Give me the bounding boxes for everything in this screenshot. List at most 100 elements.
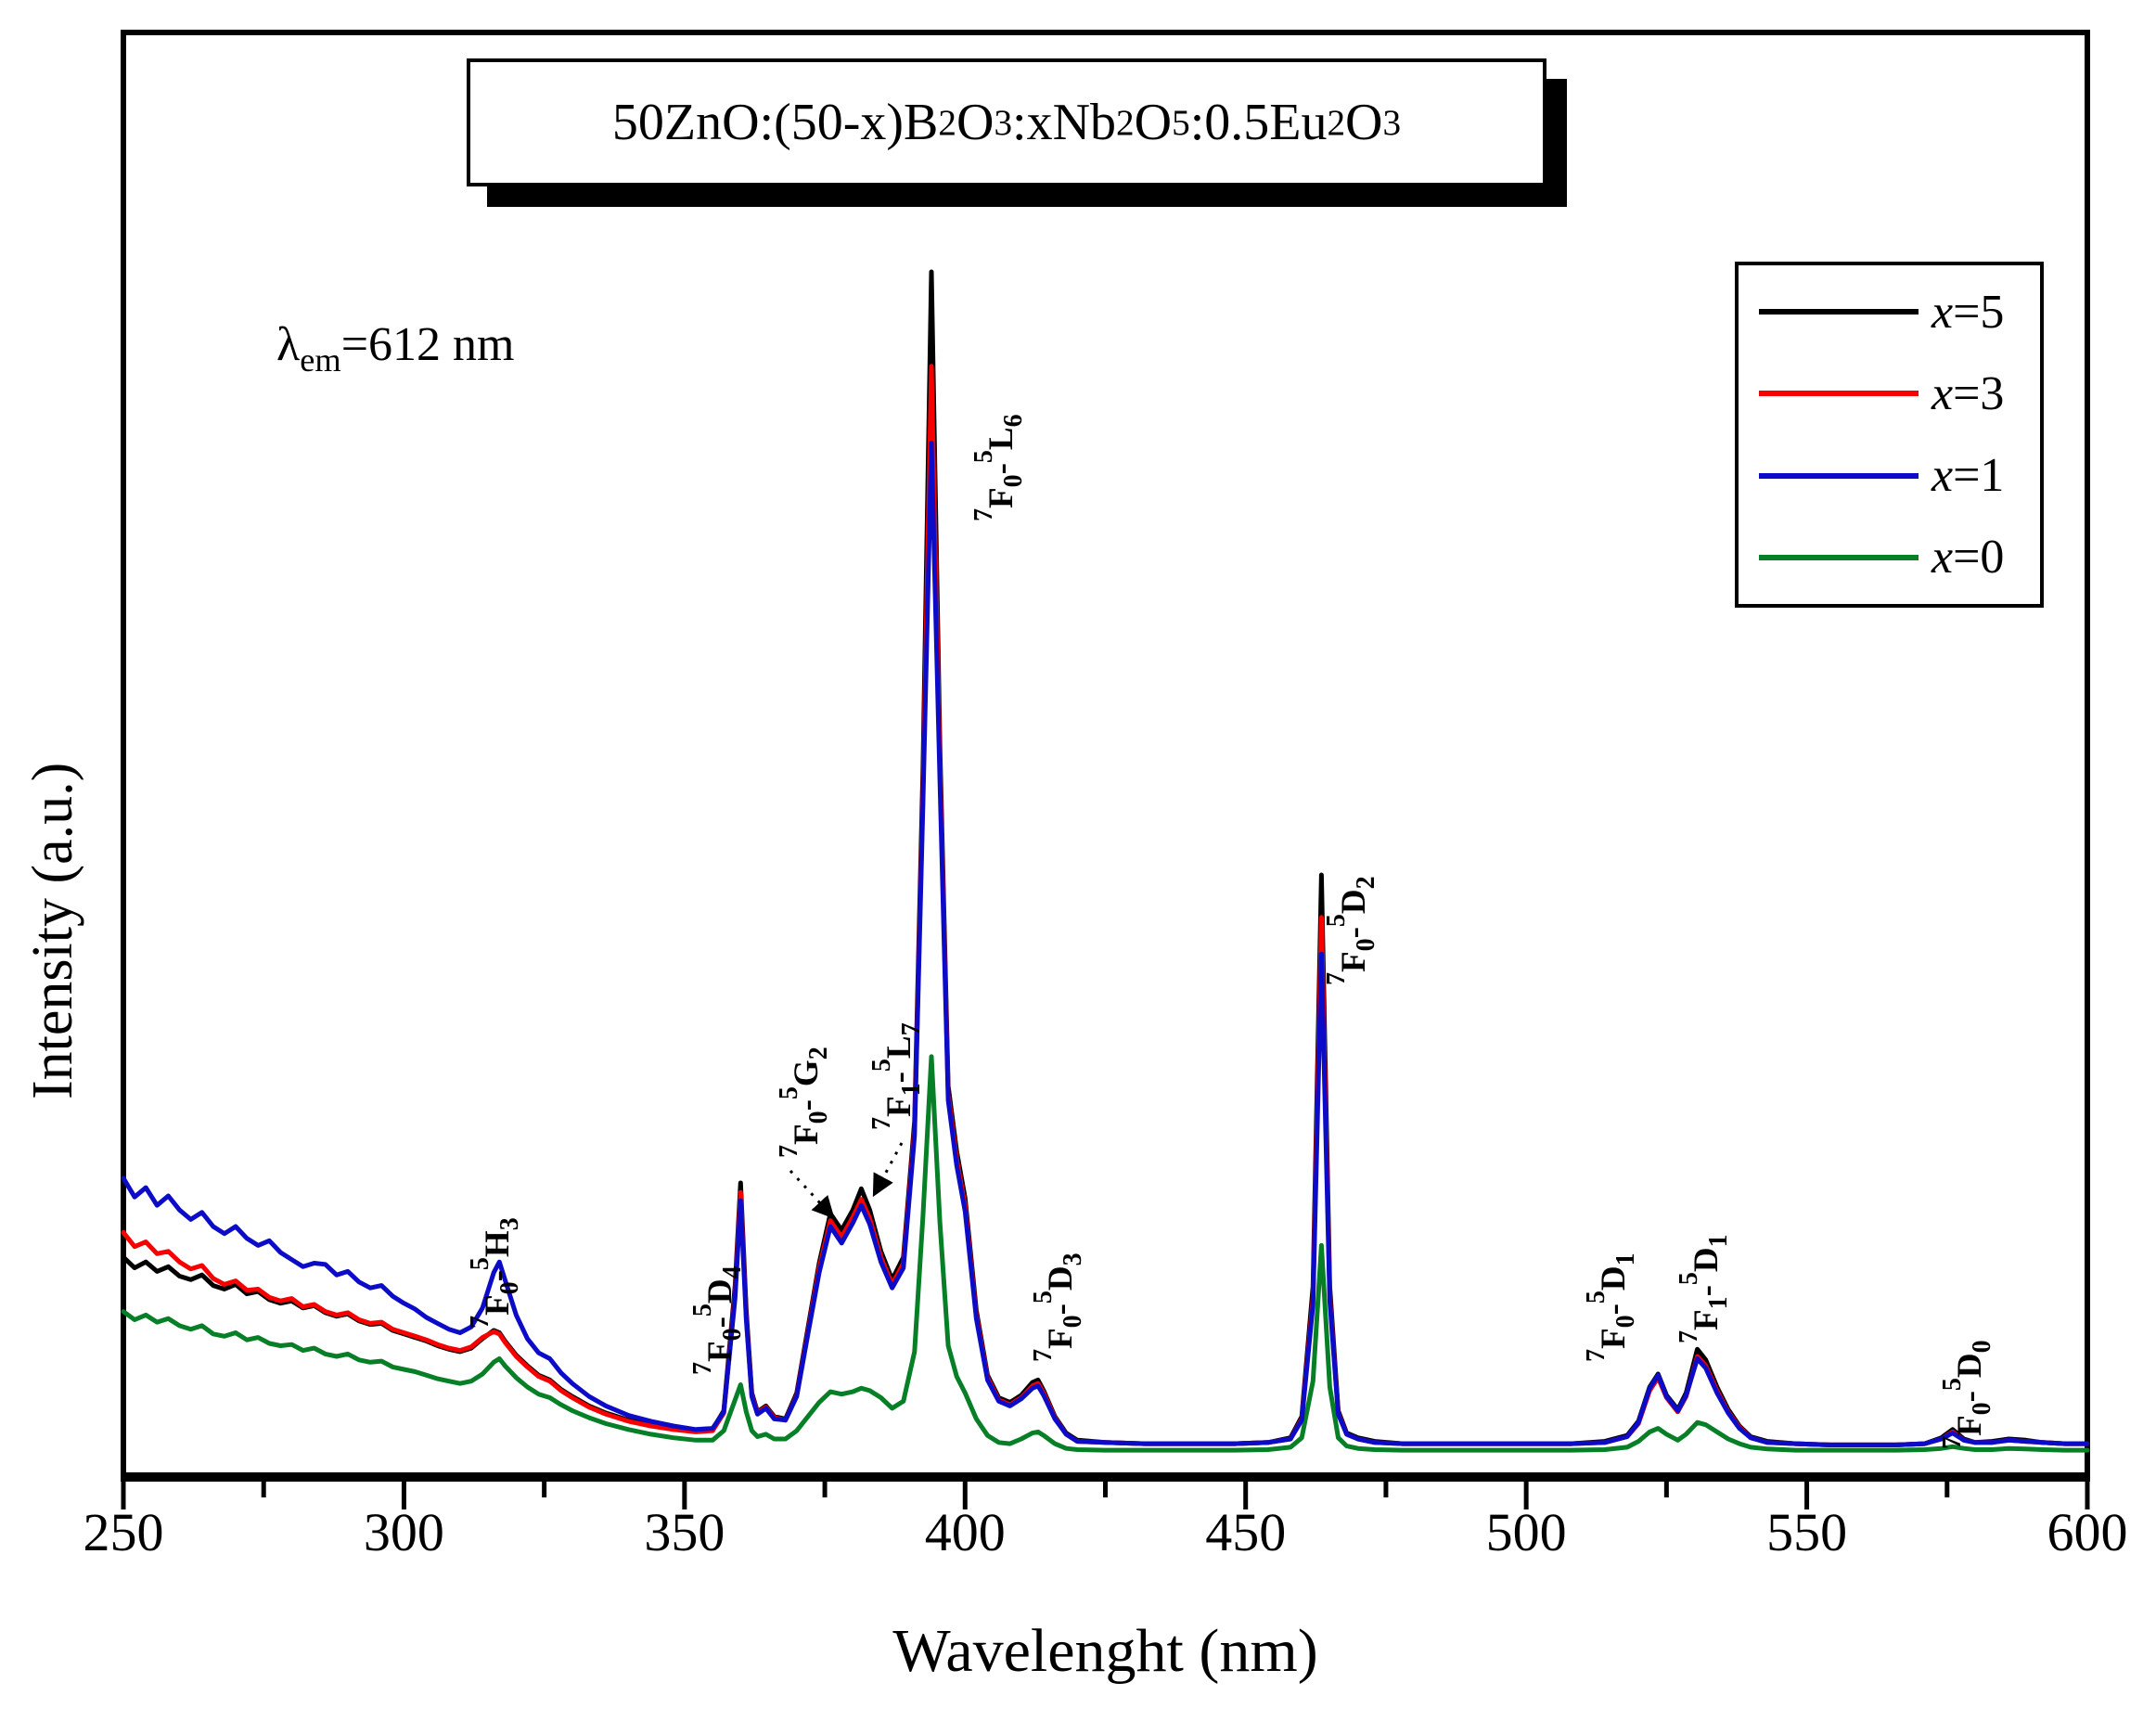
- text-fragment: 7: [688, 1362, 717, 1375]
- x-tick-label: 450: [1205, 1502, 1287, 1562]
- peak-label-7F0-5D1: 7F0-5D1: [1575, 1252, 1648, 1362]
- legend-line-swatch: [1759, 391, 1919, 397]
- text-fragment: D: [1042, 1265, 1081, 1291]
- peak-arrow: [789, 1169, 835, 1219]
- excitation-wavelength-annotation: λem=612 nm: [276, 317, 514, 379]
- legend-line-swatch: [1759, 472, 1919, 479]
- text-fragment: 3: [495, 1217, 525, 1231]
- text-fragment: O: [1345, 94, 1383, 151]
- text-fragment: F: [1688, 1309, 1726, 1330]
- legend-item-x=0: x=0: [1739, 530, 2040, 584]
- text-fragment: 0: [804, 1111, 834, 1124]
- text-fragment: 7: [897, 1022, 927, 1036]
- text-fragment: F: [880, 1096, 919, 1117]
- text-fragment: 2: [938, 102, 956, 143]
- peak-label-7F1-5L7: 7F1-5L7: [861, 1022, 933, 1130]
- text-fragment: O: [956, 94, 995, 151]
- text-fragment: D: [1335, 889, 1374, 915]
- text-fragment: 1: [1611, 1252, 1641, 1266]
- text-fragment: F: [1335, 951, 1374, 972]
- text-fragment: 5: [1582, 1291, 1611, 1304]
- text-fragment: 1: [1704, 1234, 1734, 1248]
- text-fragment: -: [1595, 1304, 1634, 1316]
- text-fragment: 7: [969, 508, 998, 521]
- text-fragment: 5: [1172, 102, 1190, 143]
- spectrum-curve-x=0: [121, 1054, 2090, 1453]
- text-fragment: 0: [1352, 938, 1381, 952]
- text-fragment: 7: [1582, 1349, 1611, 1362]
- legend-item-x=1: x=1: [1739, 448, 2040, 503]
- text-fragment: -: [880, 1072, 919, 1084]
- text-fragment: 0: [718, 1328, 748, 1342]
- peak-label-7F1-5D1: 7F1-5D1: [1668, 1234, 1740, 1343]
- text-fragment: -: [1688, 1285, 1726, 1297]
- text-fragment: O: [1134, 94, 1173, 151]
- axis-ticks: [121, 1482, 2090, 1509]
- text-fragment: 3: [1382, 102, 1402, 143]
- text-fragment: -: [788, 1099, 827, 1111]
- peak-label-7F0-5H3: 7F0-5H3: [459, 1217, 532, 1329]
- text-fragment: 7: [775, 1145, 803, 1158]
- text-fragment: 7: [867, 1117, 896, 1130]
- text-fragment: :0.5Eu: [1189, 94, 1328, 151]
- text-fragment: 5: [466, 1257, 494, 1271]
- x-tick-label: 350: [644, 1502, 725, 1562]
- text-fragment: F: [788, 1124, 827, 1145]
- peak-label-7F0-5L6: 7F0-5L6: [963, 414, 1035, 521]
- text-fragment: F: [982, 487, 1021, 508]
- text-fragment: D: [1951, 1353, 1990, 1379]
- text-fragment: 2: [1327, 102, 1346, 143]
- text-fragment: -: [982, 463, 1021, 475]
- text-fragment: 0: [999, 474, 1029, 488]
- legend-label: x=3: [1931, 366, 2005, 420]
- text-fragment: D: [701, 1278, 740, 1304]
- legend-item-x=3: x=3: [1739, 366, 2040, 421]
- x-tick-label: 600: [2047, 1502, 2128, 1562]
- text-fragment: F: [701, 1341, 740, 1362]
- text-fragment: 7: [1322, 972, 1351, 985]
- text-fragment: λ: [276, 318, 301, 371]
- legend-label: x=5: [1931, 285, 2005, 339]
- x-tick-label: 300: [363, 1502, 444, 1562]
- text-fragment: F: [1595, 1328, 1634, 1349]
- peak-label-7F0-5D2: 7F0-5D2: [1315, 876, 1388, 985]
- text-fragment: 0: [1968, 1340, 1997, 1354]
- text-fragment: L: [982, 427, 1021, 451]
- text-fragment: 6: [999, 414, 1029, 428]
- text-fragment: 2: [1352, 876, 1381, 890]
- text-fragment: -: [701, 1316, 740, 1329]
- text-fragment: 7: [1938, 1436, 1967, 1449]
- peak-arrow: [872, 1142, 904, 1198]
- text-fragment: -: [1951, 1391, 1990, 1403]
- text-fragment: 3: [994, 102, 1013, 143]
- text-fragment: -: [1042, 1304, 1081, 1316]
- peak-label-7F0-5G2: 7F0-5G2: [768, 1047, 841, 1158]
- peak-label-7F0-5D3: 7F0-5D3: [1022, 1252, 1095, 1362]
- y-axis-label: Intensity (a.u.): [21, 762, 84, 1099]
- text-fragment: 5: [1938, 1378, 1967, 1392]
- plot-frame: [121, 30, 2090, 1482]
- legend-label: x=1: [1931, 449, 2005, 503]
- spectrum-curve-x=1: [121, 440, 2090, 1447]
- text-fragment: 4: [718, 1265, 748, 1279]
- text-fragment: em: [300, 340, 341, 379]
- peak-label-7F0-5D4: 7F0-5D4: [682, 1265, 754, 1375]
- legend-line-swatch: [1759, 309, 1919, 315]
- text-fragment: F: [479, 1294, 518, 1316]
- text-fragment: D: [1688, 1247, 1726, 1273]
- text-fragment: 7: [1675, 1330, 1703, 1343]
- text-fragment: 5: [775, 1086, 803, 1100]
- text-fragment: 5: [969, 450, 998, 464]
- text-fragment: 5: [867, 1059, 896, 1072]
- x-axis-label: Wavelenght (nm): [892, 1617, 1318, 1685]
- text-fragment: H: [479, 1230, 518, 1258]
- plot-border: [121, 30, 2090, 1480]
- text-fragment: F: [1951, 1415, 1990, 1436]
- legend-box: x=5 x=3 x=1 x=0: [1735, 262, 2044, 608]
- text-fragment: 1: [1704, 1296, 1734, 1310]
- text-fragment: -: [1335, 927, 1374, 939]
- text-fragment: =612 nm: [340, 318, 515, 371]
- text-fragment: :xNb: [1012, 94, 1117, 151]
